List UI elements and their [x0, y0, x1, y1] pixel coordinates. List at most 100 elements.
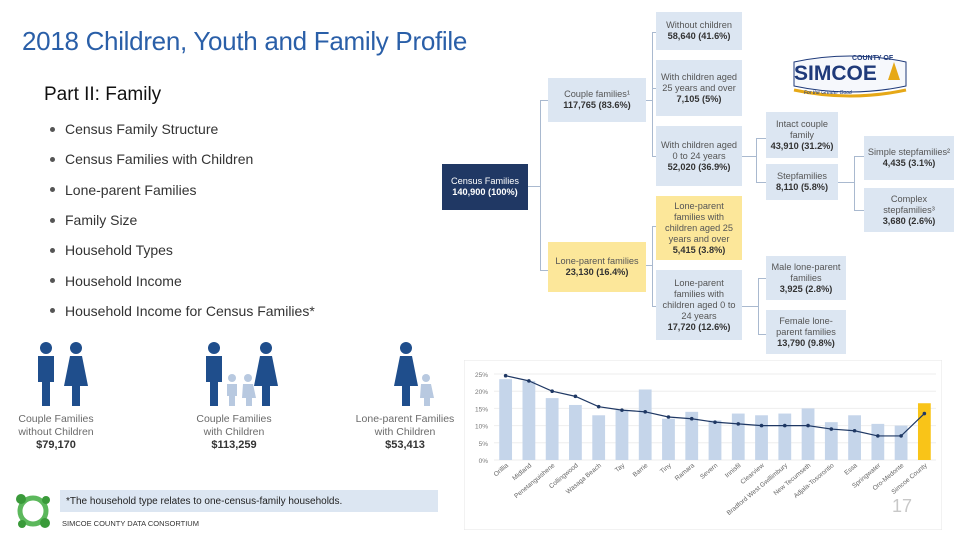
line-point — [852, 428, 857, 433]
tree-connector — [758, 278, 759, 334]
page-number: 17 — [892, 496, 913, 516]
bar — [545, 398, 559, 460]
tree-connector — [528, 186, 540, 187]
tree-connector — [742, 156, 756, 157]
y-tick-label: 5% — [479, 441, 489, 448]
tree-connector — [756, 138, 766, 139]
tree-connector — [756, 138, 757, 182]
bar — [778, 413, 792, 460]
tree-connector — [854, 156, 855, 210]
lone-parent-0-24-box: Lone-parent families with children aged … — [656, 270, 742, 340]
couple-with-children-icon — [206, 342, 278, 406]
bar — [755, 415, 768, 460]
bar — [871, 423, 885, 460]
bar — [685, 411, 699, 460]
male-lone-parent-box: Male lone-parent families 3,925 (2.8%) — [766, 256, 846, 300]
complex-stepfamilies-box: Complex stepfamilies³ 3,680 (2.6%) — [864, 188, 954, 232]
bar — [638, 389, 652, 460]
logo-county-of: COUNTY OF — [852, 55, 894, 62]
line-point — [643, 410, 648, 414]
bar — [615, 410, 629, 460]
list-item: Household Income — [50, 265, 315, 295]
couple-families-box: Couple families¹ 117,765 (83.6%) — [548, 78, 646, 122]
bar — [522, 380, 536, 460]
tree-connector — [758, 334, 766, 335]
tree-connector — [652, 32, 653, 156]
logo-swoosh — [793, 88, 907, 98]
without-children-box: Without children 58,640 (41.6%) — [656, 12, 742, 50]
tree-connector — [742, 306, 758, 307]
lone-parent-icon — [394, 342, 434, 406]
line-point — [620, 408, 624, 412]
line-point — [713, 420, 717, 424]
bullet-icon — [50, 187, 55, 193]
line-point — [806, 423, 810, 428]
list-item: Lone-parent Families — [50, 175, 315, 205]
lone-parent-25-plus-box: Lone-parent families with children aged … — [656, 196, 742, 260]
bar — [499, 379, 513, 460]
list-item: Census Family Structure — [50, 114, 315, 144]
line-point — [899, 434, 903, 438]
children-25-plus-box: With children aged 25 years and over 7,10… — [656, 60, 742, 116]
logo-name: SIMCOE — [794, 62, 877, 85]
line-point — [527, 379, 531, 383]
bar — [801, 408, 815, 460]
line-point — [689, 416, 694, 421]
tree-connector — [652, 88, 658, 89]
household-income-chart: 0%5%10%15%20%25%Orillia MidlandPenetangui… — [464, 360, 942, 530]
chart-background — [464, 360, 942, 530]
bar — [731, 413, 745, 460]
tree-connector — [652, 226, 658, 227]
tree-connector — [540, 100, 541, 270]
tree-connector — [854, 156, 864, 157]
tree-connector — [652, 226, 653, 306]
line-point — [573, 394, 578, 399]
tree-connector — [646, 265, 652, 266]
footnote: *The household type relates to one-censu… — [60, 490, 438, 512]
bullet-icon — [50, 217, 55, 223]
tree-connector — [756, 182, 766, 183]
lone-parent-families-box: Lone-parent families 23,130 (16.4%) — [548, 242, 646, 292]
bullet-icon — [50, 247, 55, 253]
intact-couple-box: Intact couple family 43,910 (31.2%) — [766, 112, 838, 158]
line-point — [666, 415, 671, 419]
stepfamilies-box: Stepfamilies 8,110 (5.8%) — [766, 164, 838, 200]
couple-without-children-icon — [38, 342, 88, 406]
sailboat-icon — [888, 62, 900, 80]
county-logo: COUNTY OF SIMCOE For the Greater Good — [793, 55, 907, 98]
female-lone-parent-box: Female lone-parent families 13,790 (9.8%) — [766, 310, 846, 354]
y-tick-label: 10% — [475, 424, 488, 431]
y-tick-label: 15% — [475, 406, 488, 413]
tree-connector — [646, 100, 652, 101]
bar — [917, 403, 931, 460]
income-couple-with-children: Couple Families with Children $113,259 — [196, 413, 272, 451]
line-point — [829, 427, 834, 431]
line-point — [922, 411, 927, 416]
income-couple-without-children: Couple Families without Children $79,170 — [18, 413, 94, 451]
tree-connector — [652, 32, 658, 33]
tree-connector — [854, 210, 864, 211]
bar — [569, 404, 582, 460]
tree-connector — [540, 270, 548, 271]
line-point — [876, 434, 880, 438]
y-tick-label: 25% — [475, 372, 488, 379]
bar — [662, 418, 675, 460]
consortium-logo-icon — [16, 494, 50, 528]
tree-connector — [838, 182, 854, 183]
list-item: Family Size — [50, 205, 315, 235]
tree-connector — [652, 156, 658, 157]
census-families-box: Census Families 140,900 (100%) — [442, 164, 528, 210]
bullet-icon — [50, 308, 55, 314]
children-0-24-box: With children aged 0 to 24 years 52,020 (… — [656, 126, 742, 186]
bar — [592, 415, 606, 460]
line-point — [759, 423, 764, 428]
simple-stepfamilies-box: Simple stepfamilies² 4,435 (3.1%) — [864, 136, 954, 180]
bar — [824, 422, 838, 460]
consortium-label: SIMCOE COUNTY DATA CONSORTIUM — [62, 519, 199, 528]
list-item: Household Types — [50, 235, 315, 265]
tree-connector — [758, 278, 766, 279]
topic-list: Census Family Structure Census Families … — [50, 114, 315, 326]
line-point — [736, 422, 741, 426]
line-point — [596, 404, 601, 409]
line-point — [550, 389, 554, 393]
